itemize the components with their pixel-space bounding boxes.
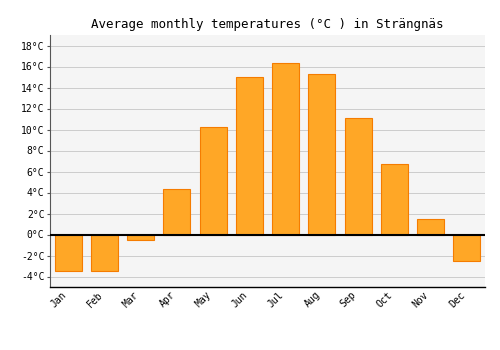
Title: Average monthly temperatures (°C ) in Strängnäs: Average monthly temperatures (°C ) in St… [91,18,444,31]
Bar [236,77,263,235]
Bar [308,74,336,235]
Bar [454,234,480,261]
Bar [272,63,299,234]
Bar [91,234,118,271]
Bar [381,164,408,234]
Bar [127,234,154,240]
Bar [54,234,82,271]
Bar [417,219,444,234]
Bar [164,189,190,235]
Bar [200,127,226,234]
Bar [344,118,372,234]
